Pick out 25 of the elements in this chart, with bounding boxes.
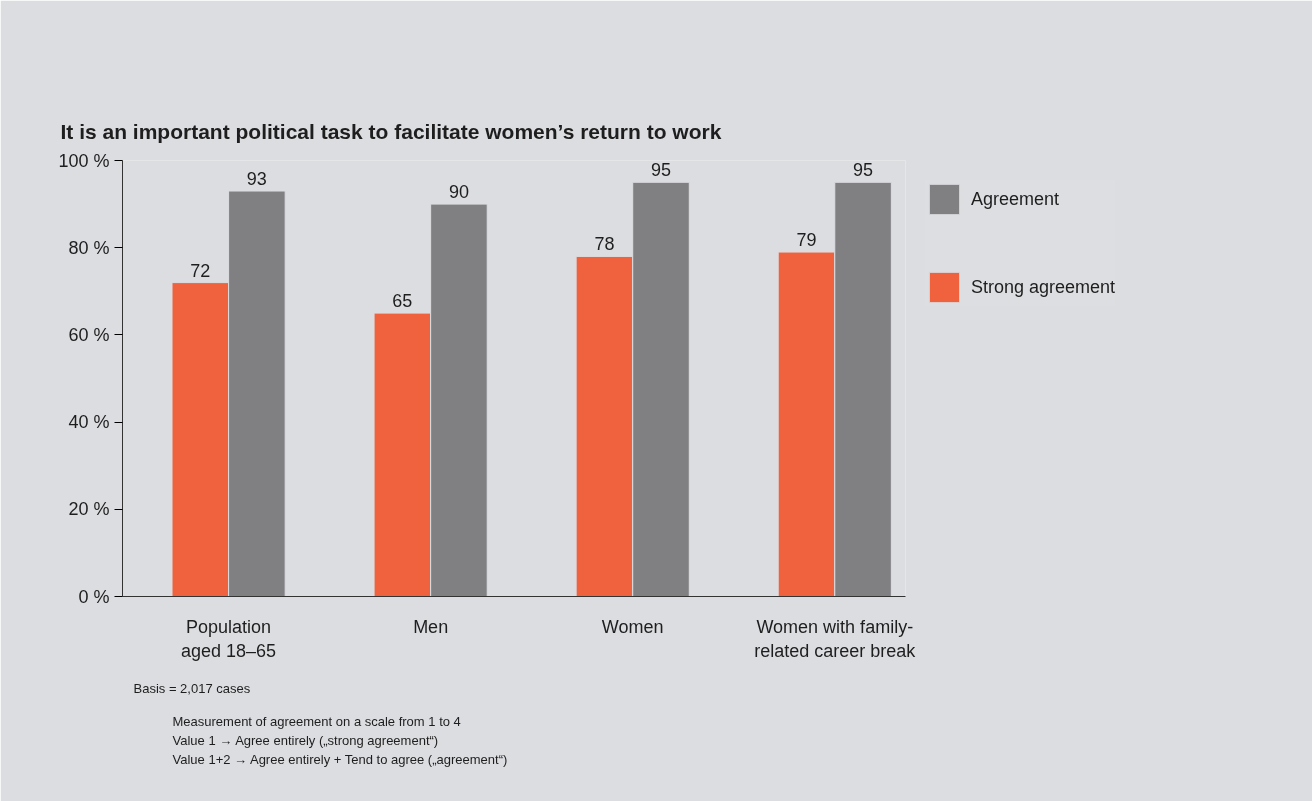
data-label: 79 — [796, 230, 817, 251]
data-label: 95 — [853, 160, 874, 181]
data-label: 90 — [448, 182, 469, 203]
data-label: 72 — [190, 260, 211, 281]
data-label: 95 — [650, 160, 672, 181]
text: Measurement of agreement on a scale from 1 to 4 — [172, 713, 461, 729]
x-tick-label: Women — [601, 616, 664, 637]
x-tick-label: Men — [413, 616, 449, 637]
legend-label: Strong agreement — [971, 276, 1116, 298]
y-tick-label: 20 % — [68, 499, 110, 520]
data-label: 93 — [246, 169, 267, 190]
y-tick-label: 80 % — [68, 237, 110, 258]
y-tick-label: 60 % — [68, 324, 110, 345]
y-tick-label: 100 % — [58, 150, 110, 171]
data-label: 65 — [392, 291, 413, 312]
x-tick-label: Women with family- related career break — [754, 616, 917, 661]
text: Value 1 → Agree entirely („strong agreement“) — [172, 732, 439, 748]
text: Basis = 2,017 cases — [133, 680, 251, 696]
text: Value 1+2 → Agree entirely + Tend to agree („agreement“) — [172, 751, 508, 767]
data-label: 78 — [594, 234, 615, 255]
y-tick-label: 0 % — [78, 586, 110, 607]
chart-title: It is an important political task to facilitate women’s return to work — [60, 119, 722, 143]
x-tick-label: Population aged 18–65 — [181, 616, 277, 661]
legend-label: Agreement — [971, 188, 1060, 210]
y-tick-label: 40 % — [68, 412, 110, 433]
